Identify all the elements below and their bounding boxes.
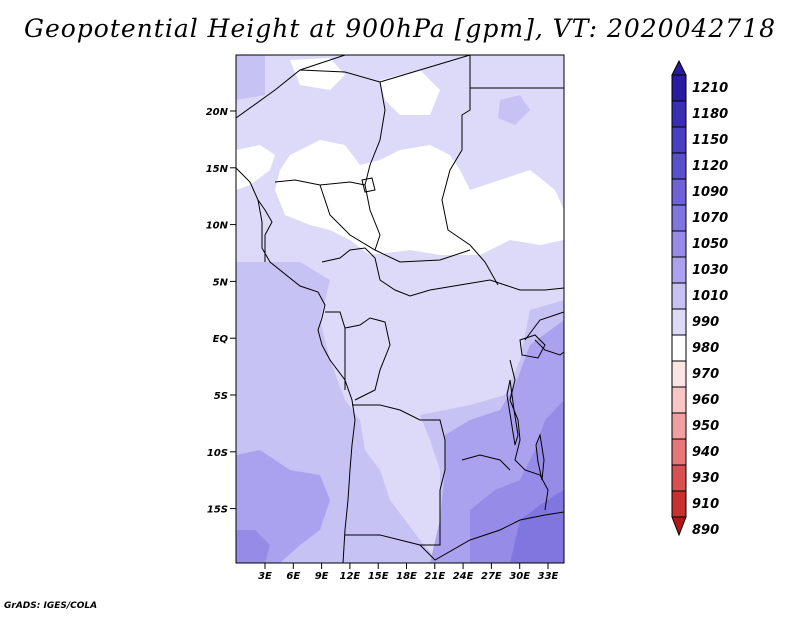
colorbar-segment — [671, 438, 687, 466]
longitude-axis: 3E 6E 9E 12E 15E 18E 21E 24E 27E 30E 33E — [258, 563, 559, 582]
shade-region-1030-ne-blob — [498, 95, 530, 125]
lake-chad — [361, 177, 376, 193]
map-title: Geopotential Height at 900hPa [gpm], VT:… — [23, 14, 777, 43]
colorbar-label: 1180 — [692, 107, 728, 122]
colorbar-segment — [671, 386, 687, 414]
lake-tanganyika — [506, 379, 519, 446]
lon-label: 3E — [258, 571, 272, 582]
colorbar-label: 890 — [692, 523, 719, 538]
colorbar-segment — [671, 152, 687, 180]
border-s1 — [352, 404, 446, 546]
lat-label: 10S — [207, 448, 228, 459]
lat-label: 15N — [206, 164, 229, 175]
footer-credit: GrADS: IGES/COLA — [4, 601, 98, 611]
shade-region-990-north-central — [275, 140, 564, 255]
shade-region-990-west — [236, 145, 275, 190]
lat-label: 5S — [214, 391, 228, 402]
border-e3 — [534, 339, 564, 356]
colorbar-segment — [671, 308, 687, 336]
colorbar-label: 940 — [692, 445, 719, 460]
colorbar-label: 1120 — [692, 159, 728, 174]
lon-label: 33E — [538, 571, 559, 582]
colorbar-label: 910 — [692, 497, 719, 512]
lon-label: 18E — [396, 571, 417, 582]
border-n2 — [299, 69, 386, 251]
lake-victoria — [519, 334, 546, 359]
colorbar-label: 1210 — [692, 81, 728, 96]
shade-region-1070-sw — [236, 530, 270, 563]
lon-label: 9E — [315, 571, 329, 582]
lon-label: 24E — [453, 571, 474, 582]
colorbar-segment — [671, 256, 687, 284]
lat-label: 5N — [213, 277, 229, 288]
colorbar-segment — [671, 490, 687, 518]
border-s2 — [345, 511, 564, 561]
colorbar-label: 1050 — [692, 237, 728, 252]
colorbar-label: 930 — [692, 471, 719, 486]
colorbar-label: 990 — [692, 315, 719, 330]
lon-label: 15E — [368, 571, 389, 582]
colorbar-label: 960 — [692, 393, 719, 408]
border-n1 — [236, 55, 346, 119]
colorbar-segment — [671, 204, 687, 232]
colorbar-top-arrow — [671, 59, 687, 76]
border-e1 — [509, 359, 549, 511]
lon-label: 30E — [509, 571, 530, 582]
lat-label: 20N — [206, 107, 229, 118]
colorbar-bottom-arrow — [671, 516, 687, 537]
border-n3 — [379, 55, 471, 83]
border-w2 — [257, 199, 273, 262]
lon-label: 6E — [286, 571, 300, 582]
colorbar: 1210 1180 1150 1120 1090 1070 1050 1030 1010 990 9… — [671, 59, 728, 538]
lat-label: 10N — [206, 221, 229, 232]
border-c1 — [321, 247, 564, 297]
lat-label: EQ — [213, 334, 229, 345]
border-e2 — [524, 311, 564, 341]
colorbar-label: 1030 — [692, 263, 728, 278]
colorbar-segment — [671, 412, 687, 440]
colorbar-segment — [671, 74, 687, 102]
shade-region-1030-north — [236, 55, 265, 100]
colorbar-segment — [671, 100, 687, 128]
lon-label: 27E — [481, 571, 502, 582]
lake-malawi — [535, 433, 545, 481]
colorbar-segment — [671, 360, 687, 388]
colorbar-segment — [671, 178, 687, 206]
colorbar-label: 1090 — [692, 185, 728, 200]
colorbar-label: 980 — [692, 341, 719, 356]
shade-region-990-ne — [380, 70, 440, 115]
border-w3 — [319, 184, 471, 263]
shade-region-1090-se — [510, 490, 564, 563]
colorbar-segment — [671, 126, 687, 154]
colorbar-label: 970 — [692, 367, 719, 382]
lon-label: 21E — [424, 571, 445, 582]
border-e4 — [461, 454, 511, 471]
plot-frame — [235, 54, 565, 564]
colorbar-label: 1150 — [692, 133, 728, 148]
colorbar-segment — [671, 464, 687, 492]
colorbar-segment — [671, 334, 687, 362]
lat-label: 15S — [207, 505, 228, 516]
colorbar-label: 1010 — [692, 289, 728, 304]
coastline-west — [236, 167, 356, 563]
border-c2 — [325, 311, 391, 401]
colorbar-label: 950 — [692, 419, 719, 434]
country-borders — [236, 55, 564, 563]
shaded-field — [236, 55, 564, 563]
latitude-axis: 20N 15N 10N 5N EQ 5S 10S 15S — [206, 107, 236, 516]
border-n4 — [441, 55, 499, 286]
colorbar-segment — [671, 230, 687, 258]
colorbar-segment — [671, 282, 687, 310]
colorbar-label: 1070 — [692, 211, 728, 226]
lon-label: 12E — [340, 571, 361, 582]
shade-region-990-nw — [290, 58, 345, 90]
